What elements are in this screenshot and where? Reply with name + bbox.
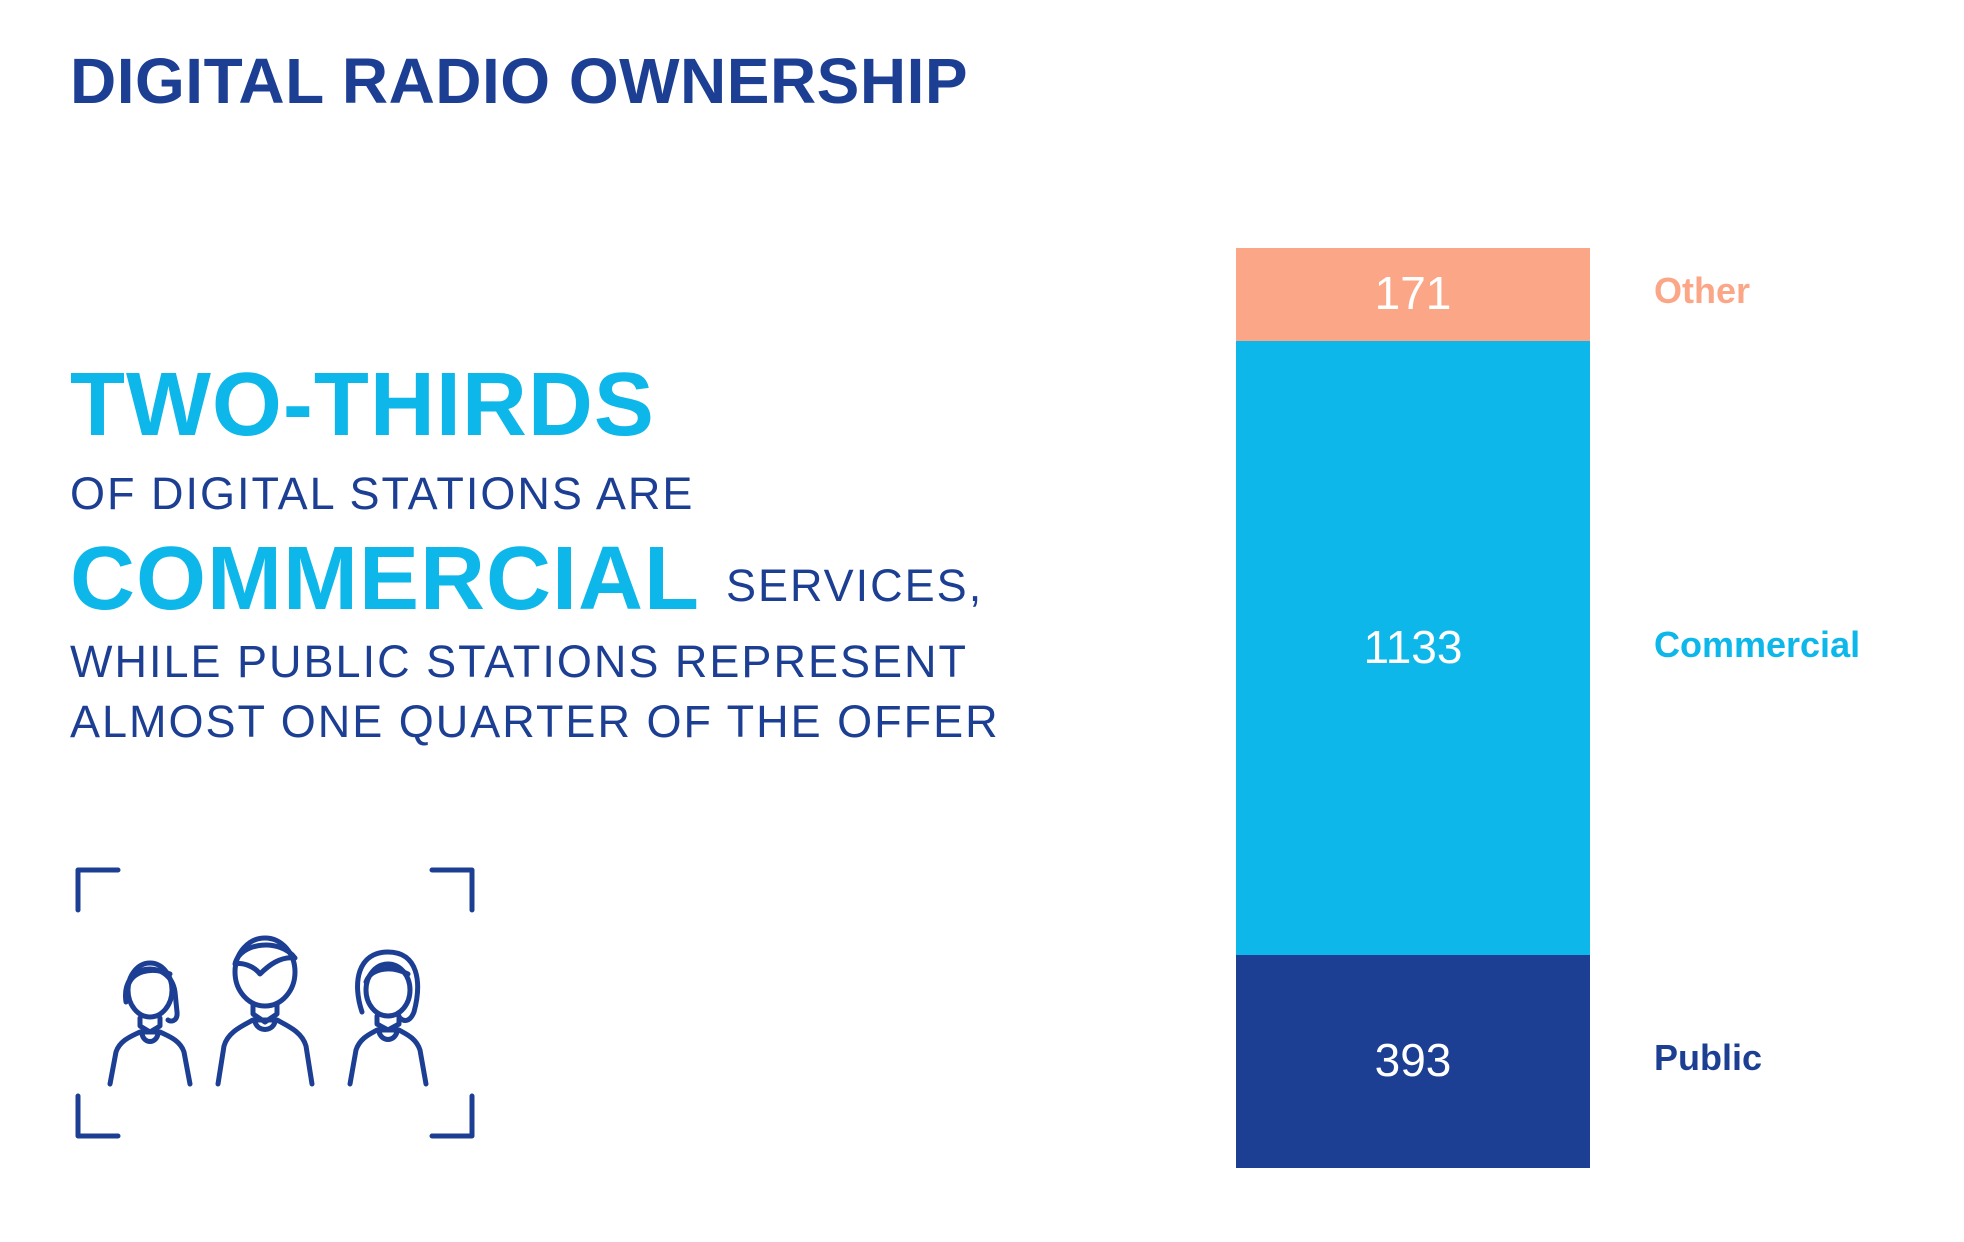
bar-segment-commercial: 1133 bbox=[1236, 341, 1590, 955]
data-label-commercial: 1133 bbox=[1236, 620, 1590, 674]
headline-services: SERVICES, bbox=[726, 560, 983, 611]
person-right-icon bbox=[350, 952, 426, 1084]
data-label-public: 393 bbox=[1236, 1033, 1590, 1087]
headline-line-4: WHILE PUBLIC STATIONS REPRESENT bbox=[70, 636, 1070, 696]
data-label-other: 171 bbox=[1236, 266, 1590, 320]
headline-commercial: COMMERCIAL bbox=[70, 534, 700, 624]
page-title: DIGITAL RADIO OWNERSHIP bbox=[70, 44, 968, 118]
person-middle-icon bbox=[218, 938, 312, 1084]
people-group-icon bbox=[70, 862, 480, 1144]
bar-segment-other: 171 bbox=[1236, 248, 1590, 341]
stacked-bar-chart: 393 1133 171 bbox=[1236, 248, 1590, 1168]
frame-corner-top-left bbox=[78, 870, 118, 910]
frame-corner-top-right bbox=[432, 870, 472, 910]
headline: TWO-THIRDS OF DIGITAL STATIONS ARE COMME… bbox=[70, 360, 1070, 756]
frame-corner-bottom-left bbox=[78, 1096, 118, 1136]
bar-segment-public: 393 bbox=[1236, 955, 1590, 1168]
person-left-icon bbox=[110, 963, 190, 1084]
headline-line-5: ALMOST ONE QUARTER OF THE OFFER bbox=[70, 696, 1070, 756]
headline-two-thirds: TWO-THIRDS bbox=[70, 360, 655, 450]
legend-commercial: Commercial bbox=[1654, 624, 1860, 666]
headline-line-2: OF DIGITAL STATIONS ARE bbox=[70, 468, 1070, 526]
legend-other: Other bbox=[1654, 270, 1750, 312]
frame-corner-bottom-right bbox=[432, 1096, 472, 1136]
legend-public: Public bbox=[1654, 1037, 1762, 1079]
